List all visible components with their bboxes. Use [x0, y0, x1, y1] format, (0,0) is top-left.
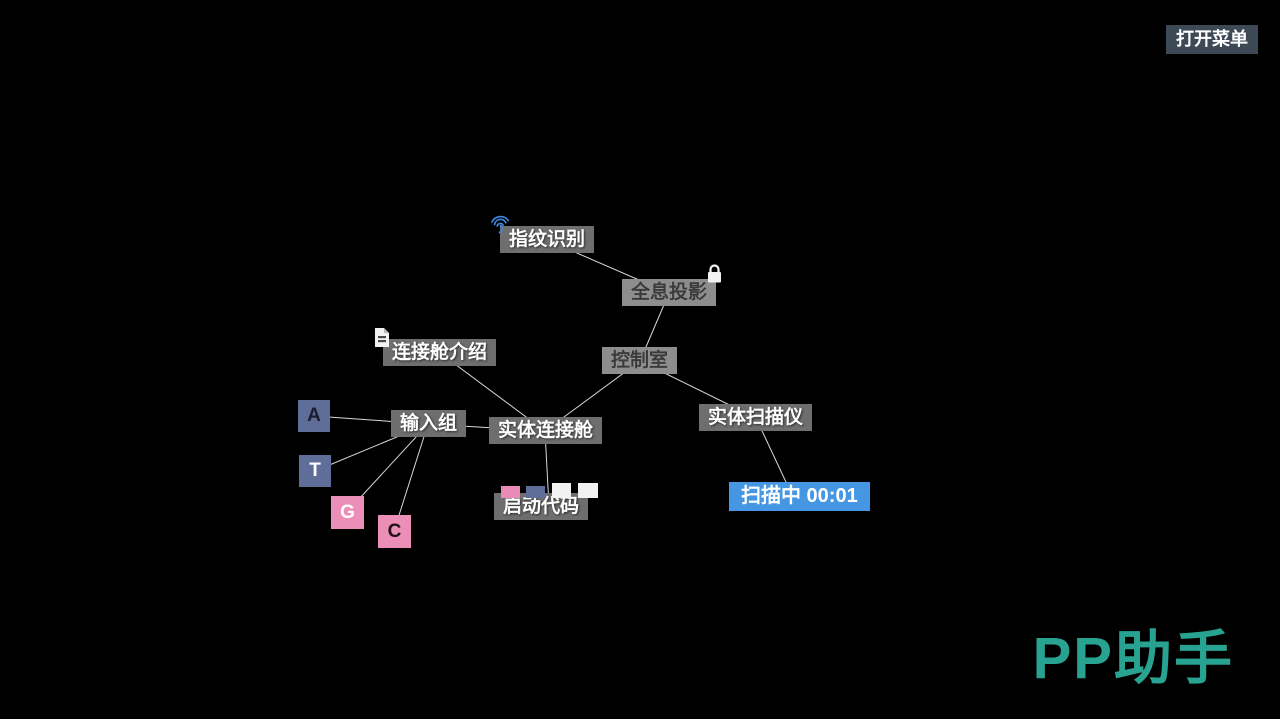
edge-input_group-tile_c — [393, 423, 429, 532]
node-control-room[interactable]: 控制室 — [602, 347, 678, 374]
node-pod-intro[interactable]: 连接舱介绍 — [375, 328, 497, 366]
node-label: 输入组 — [400, 413, 458, 434]
node-scanning-timer[interactable]: 扫描中 00:01 — [729, 482, 870, 511]
node-label: 指纹识别 — [509, 229, 586, 250]
node-input-group[interactable]: 输入组 — [391, 410, 467, 437]
tile-c[interactable]: C — [378, 515, 411, 548]
code-slot-square — [501, 486, 520, 498]
node-label: 实体连接舱 — [498, 420, 594, 441]
code-slot-square — [578, 483, 598, 498]
code-slot-square — [552, 483, 571, 498]
node-entity-pod[interactable]: 实体连接舱 — [489, 417, 603, 444]
node-hologram[interactable]: 全息投影 — [622, 264, 722, 306]
pp-assistant-watermark: PP助手 — [1032, 626, 1234, 691]
node-label: 连接舱介绍 — [392, 342, 488, 363]
node-label: 启动代码 — [503, 496, 580, 517]
lock-icon — [706, 263, 723, 284]
node-fingerprint-recognition[interactable]: 指纹识别 — [491, 215, 595, 253]
node-label: 全息投影 — [631, 282, 708, 303]
fingerprint-icon — [488, 212, 512, 236]
scanning-status-label: 扫描中 00:01 — [741, 485, 858, 507]
open-menu-button[interactable]: 打开菜单 — [1166, 25, 1258, 54]
tile-g[interactable]: G — [331, 496, 364, 529]
node-entity-scanner[interactable]: 实体扫描仪 — [699, 404, 813, 431]
code-slot-square — [526, 486, 545, 498]
document-icon — [373, 327, 391, 348]
node-label: 实体扫描仪 — [708, 407, 804, 428]
tile-a[interactable]: A — [298, 400, 330, 432]
tile-t[interactable]: T — [299, 455, 331, 487]
node-label: 控制室 — [611, 350, 669, 371]
